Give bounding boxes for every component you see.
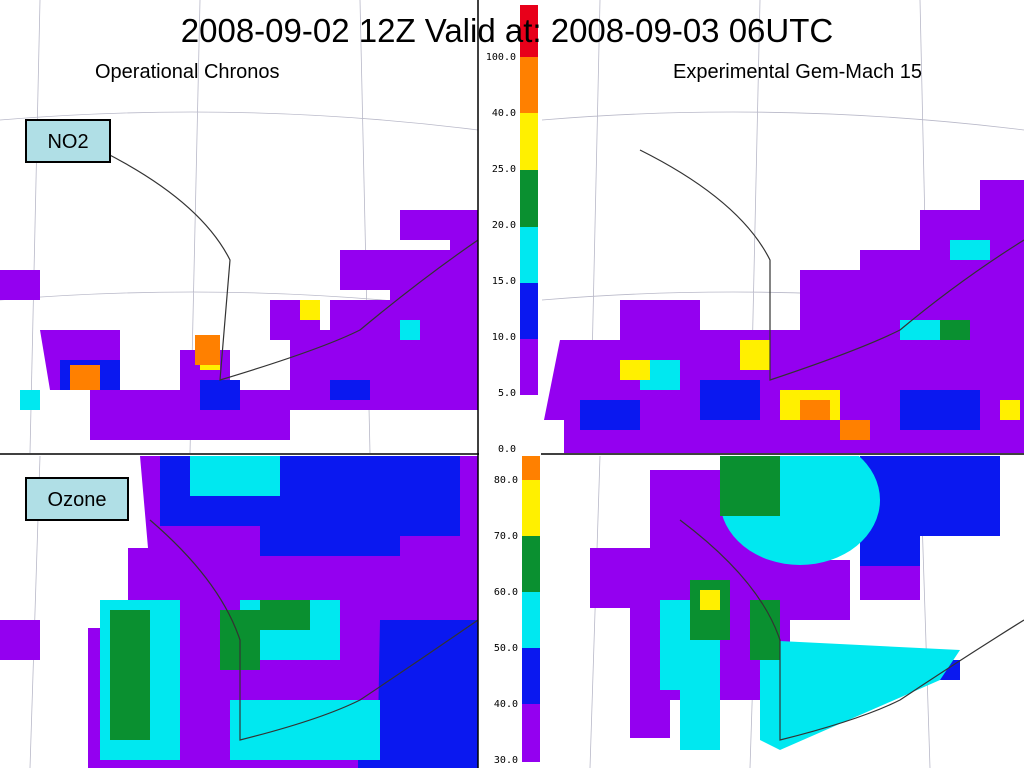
right-label: Experimental Gem-Mach 15 (673, 61, 922, 83)
colorbar-label: 60.0 (494, 587, 518, 598)
colorbar-label: 100.0 (486, 52, 516, 63)
map-ozone-chronos (0, 456, 478, 768)
colorbar-label: 80.0 (494, 475, 518, 486)
map-no2-gemmach (542, 0, 1024, 453)
map-no2-chronos (0, 0, 478, 453)
title: 2008-09-02 12Z Valid at: 2008-09-03 06UT… (181, 12, 833, 49)
ozone-label: Ozone (48, 489, 107, 511)
map-ozone-gemmach (589, 456, 1024, 768)
colorbar-labels: 100.0 40.0 25.0 20.0 15.0 10.0 5.0 0.0 80.0 70.0 6… (486, 52, 518, 766)
colorbar-label: 0.0 (498, 444, 516, 455)
colorbar-label: 50.0 (494, 643, 518, 654)
colorbar-label: 25.0 (492, 164, 516, 175)
colorbar-label: 20.0 (492, 220, 516, 231)
label-box (25, 477, 129, 521)
colorbar-ozone (522, 456, 540, 762)
no2-label: NO2 (47, 131, 88, 153)
label-box (25, 119, 111, 163)
colorbar-label: 40.0 (494, 699, 518, 710)
colorbar-label: 10.0 (492, 332, 516, 343)
colorbar-no2 (520, 5, 538, 395)
colorbar-label: 30.0 (494, 755, 518, 766)
colorbar-label: 70.0 (494, 531, 518, 542)
colorbar-label: 40.0 (492, 108, 516, 119)
colorbar-label: 5.0 (498, 388, 516, 399)
colorbar-label: 15.0 (492, 276, 516, 287)
left-label: Operational Chronos (95, 61, 280, 83)
